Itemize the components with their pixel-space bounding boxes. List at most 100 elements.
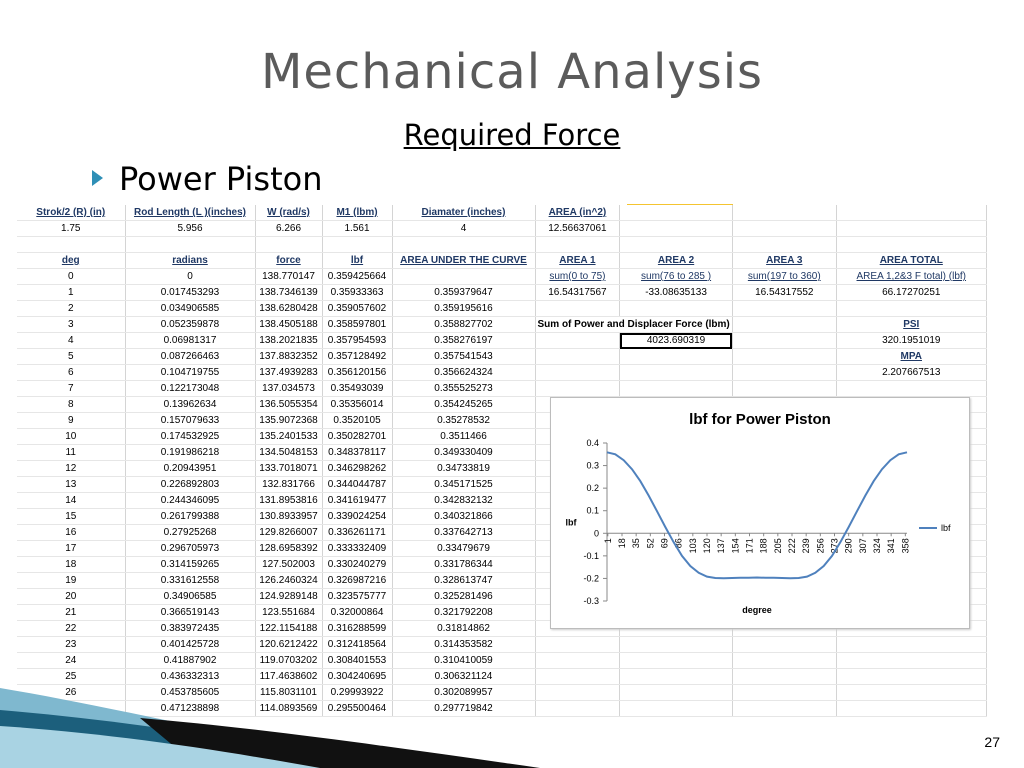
table-cell[interactable]: 8 [17, 396, 126, 413]
table-cell[interactable]: 0.357128492 [322, 348, 393, 365]
empty-cell[interactable] [619, 636, 733, 653]
table-cell[interactable]: 11 [17, 444, 126, 461]
table-cell[interactable]: 0.359057602 [322, 300, 393, 317]
table-cell[interactable]: 138.7346139 [255, 284, 323, 301]
empty-cell[interactable] [732, 380, 837, 397]
table-cell[interactable]: 0.104719755 [125, 364, 256, 381]
table-cell[interactable]: 0.312418564 [322, 636, 393, 653]
table-cell[interactable]: 0.3520105 [322, 412, 393, 429]
table-cell[interactable]: 10 [17, 428, 126, 445]
param-header[interactable]: M1 (lbm) [322, 205, 393, 221]
table-cell[interactable]: 0.321792208 [392, 604, 536, 621]
empty-cell[interactable] [619, 205, 733, 221]
param-header[interactable]: Rod Length (L )(inches) [125, 205, 256, 221]
param-header[interactable]: W (rad/s) [255, 205, 323, 221]
empty-cell[interactable] [392, 236, 536, 253]
table-cell[interactable]: 128.6958392 [255, 540, 323, 557]
table-cell[interactable]: 0.366519143 [125, 604, 256, 621]
empty-cell[interactable] [836, 205, 987, 221]
table-cell[interactable]: 0.471238898 [125, 700, 256, 717]
table-cell[interactable]: 138.4505188 [255, 316, 323, 333]
table-cell[interactable]: 0.261799388 [125, 508, 256, 525]
table-cell[interactable]: 0.244346095 [125, 492, 256, 509]
table-cell[interactable]: 0.357954593 [322, 332, 393, 349]
table-cell[interactable]: 5 [17, 348, 126, 365]
empty-cell[interactable] [732, 236, 837, 253]
empty-cell[interactable] [836, 300, 987, 317]
table-cell[interactable]: 9 [17, 412, 126, 429]
table-cell[interactable]: 0.356120156 [322, 364, 393, 381]
table-cell[interactable]: 124.9289148 [255, 588, 323, 605]
empty-cell[interactable] [535, 348, 621, 365]
mpa-value[interactable]: 2.207667513 [836, 364, 987, 381]
empty-cell[interactable] [619, 300, 733, 317]
empty-cell[interactable] [619, 380, 733, 397]
table-cell[interactable]: 0.350282701 [322, 428, 393, 445]
table-cell[interactable]: 0.06981317 [125, 332, 256, 349]
sum-label[interactable]: Sum of Power and Displacer Force (lbm) [535, 316, 733, 333]
table-cell[interactable]: 131.8953816 [255, 492, 323, 509]
table-cell[interactable]: 0.314159265 [125, 556, 256, 573]
column-header[interactable]: force [255, 252, 323, 269]
empty-cell[interactable] [535, 300, 621, 317]
table-cell[interactable]: 0.35356014 [322, 396, 393, 413]
table-cell[interactable]: 0.333332409 [322, 540, 393, 557]
table-cell[interactable]: 0.304240695 [322, 668, 393, 685]
area-value[interactable]: 66.17270251 [836, 284, 987, 301]
empty-cell[interactable] [732, 332, 837, 349]
table-cell[interactable]: 2 [17, 300, 126, 317]
table-cell[interactable]: 6 [17, 364, 126, 381]
table-cell[interactable]: 22 [17, 620, 126, 637]
table-cell[interactable]: 3 [17, 316, 126, 333]
empty-cell[interactable] [619, 652, 733, 669]
table-cell[interactable]: 23 [17, 636, 126, 653]
empty-cell[interactable] [322, 236, 393, 253]
empty-cell[interactable] [836, 636, 987, 653]
table-cell[interactable]: 0.191986218 [125, 444, 256, 461]
table-cell[interactable]: 0.358276197 [392, 332, 536, 349]
table-cell[interactable]: 134.5048153 [255, 444, 323, 461]
table-cell[interactable]: 0.337642713 [392, 524, 536, 541]
table-cell[interactable]: 0.342832132 [392, 492, 536, 509]
area-label[interactable]: sum(197 to 360) [732, 268, 837, 285]
table-cell[interactable]: 0.348378117 [322, 444, 393, 461]
empty-cell[interactable] [619, 236, 733, 253]
table-cell[interactable]: 138.770147 [255, 268, 323, 285]
area-value[interactable]: -33.08635133 [619, 284, 733, 301]
param-value[interactable]: 4 [392, 220, 536, 237]
table-cell[interactable]: 19 [17, 572, 126, 589]
table-cell[interactable]: 0.316288599 [322, 620, 393, 637]
empty-cell[interactable] [732, 652, 837, 669]
table-cell[interactable]: 138.6280428 [255, 300, 323, 317]
table-cell[interactable]: 0.295500464 [322, 700, 393, 717]
column-header[interactable]: AREA 3 [732, 252, 837, 269]
column-header[interactable]: radians [125, 252, 256, 269]
table-cell[interactable]: 0.328613747 [392, 572, 536, 589]
table-cell[interactable]: 0.346298262 [322, 460, 393, 477]
table-cell[interactable]: 0.345171525 [392, 476, 536, 493]
sum-value[interactable]: 4023.690319 [619, 332, 733, 349]
table-cell[interactable]: 130.8933957 [255, 508, 323, 525]
table-cell[interactable]: 7 [17, 380, 126, 397]
table-cell[interactable]: 12 [17, 460, 126, 477]
table-cell[interactable]: 0.325281496 [392, 588, 536, 605]
column-header[interactable]: AREA UNDER THE CURVE [392, 252, 536, 269]
table-cell[interactable]: 0.453785605 [125, 684, 256, 701]
empty-cell[interactable] [619, 364, 733, 381]
empty-cell[interactable] [732, 364, 837, 381]
table-cell[interactable]: 0.330240279 [322, 556, 393, 573]
table-cell[interactable]: 0.302089957 [392, 684, 536, 701]
table-cell[interactable]: 0.356624324 [392, 364, 536, 381]
table-cell[interactable]: 0.344044787 [322, 476, 393, 493]
table-cell[interactable]: 132.831766 [255, 476, 323, 493]
table-cell[interactable]: 0.297719842 [392, 700, 536, 717]
area-label[interactable]: sum(76 to 285 ) [619, 268, 733, 285]
param-value[interactable]: 5.956 [125, 220, 256, 237]
empty-cell[interactable] [535, 380, 621, 397]
table-cell[interactable]: 115.8031101 [255, 684, 323, 701]
table-cell[interactable]: 0.358827702 [392, 316, 536, 333]
table-cell[interactable]: 0.34733819 [392, 460, 536, 477]
table-cell[interactable]: 129.8266007 [255, 524, 323, 541]
empty-cell[interactable] [732, 636, 837, 653]
table-cell[interactable]: 0.41887902 [125, 652, 256, 669]
